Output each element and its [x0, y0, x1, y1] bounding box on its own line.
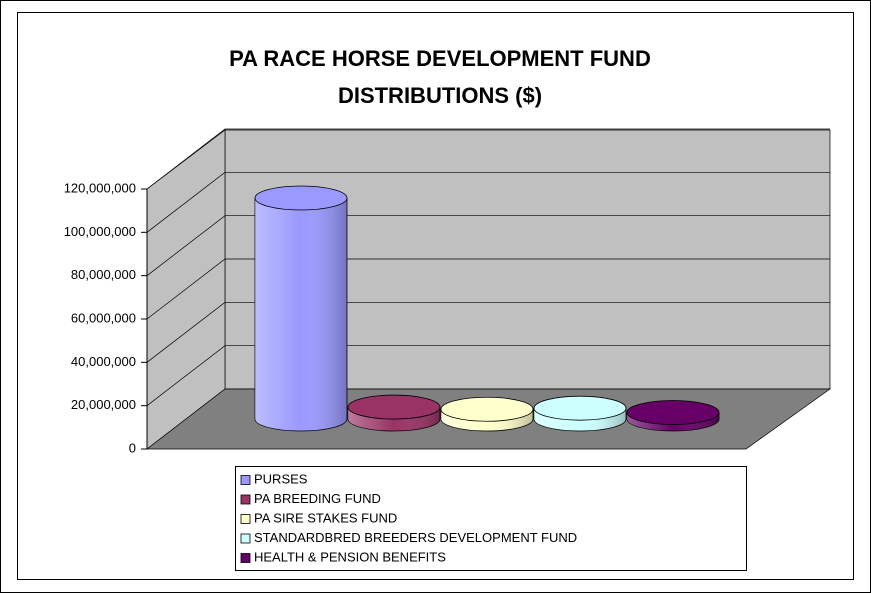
cylinder-top [533, 395, 627, 421]
legend-swatch [240, 475, 251, 485]
legend-swatch [240, 533, 251, 544]
grid-line [146, 128, 830, 190]
grid-line [146, 258, 830, 320]
cylinder-top [254, 185, 348, 211]
legend-label: STANDARDBRED BREEDERS DEVELOPMENT FUND [254, 530, 577, 545]
cylinder-top [347, 394, 441, 420]
legend-swatch [240, 494, 251, 505]
legend-label: PA BREEDING FUND [254, 491, 381, 506]
chart-title: DISTRIBUTIONS ($) [338, 83, 542, 108]
legend [235, 466, 747, 571]
legend-label: PURSES [254, 471, 308, 486]
y-tick-label: 120,000,000 [64, 180, 136, 195]
grid-line [146, 171, 830, 233]
legend-swatch [240, 514, 251, 524]
y-tick-label: 100,000,000 [64, 224, 136, 239]
legend-swatch [240, 553, 251, 563]
cylinder-top [440, 396, 534, 422]
grid-line [146, 345, 830, 406]
legend-label: HEALTH & PENSION BENEFITS [254, 549, 446, 564]
y-tick-label: 40,000,000 [71, 354, 136, 369]
y-tick-label: 80,000,000 [71, 267, 136, 282]
chart-title: PA RACE HORSE DEVELOPMENT FUND [229, 46, 651, 71]
y-tick-label: 0 [129, 440, 136, 455]
cylinder-top [626, 400, 720, 425]
y-tick-label: 20,000,000 [71, 397, 136, 412]
grid-line [146, 215, 830, 276]
y-tick-label: 60,000,000 [71, 310, 136, 325]
cylinder-shade [255, 198, 347, 431]
legend-label: PA SIRE STAKES FUND [254, 510, 397, 525]
grid-line [146, 301, 830, 363]
